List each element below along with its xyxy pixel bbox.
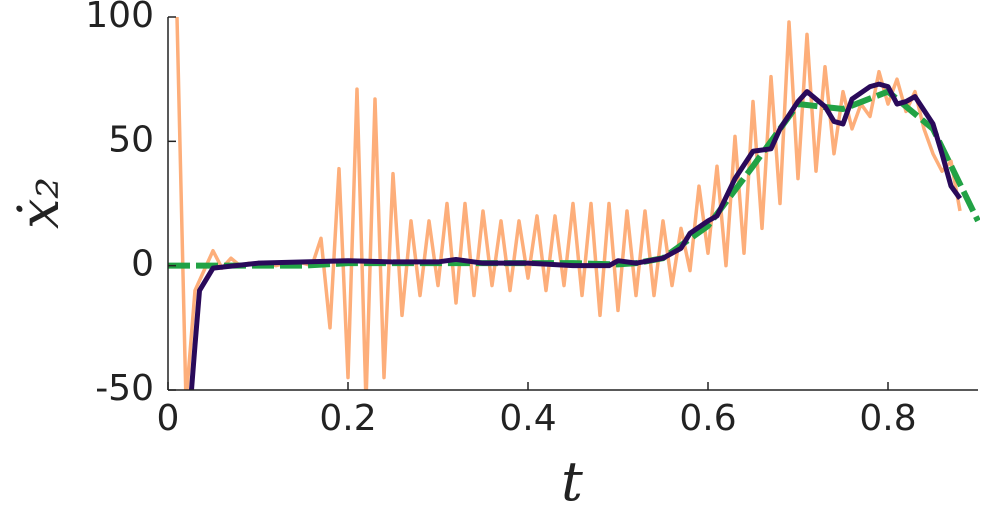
y-tick-label: 100 bbox=[85, 0, 154, 36]
x-tick-label: 0 bbox=[157, 398, 180, 439]
y-axis-label: ẋ₂ bbox=[8, 177, 71, 229]
x-axis-label: t bbox=[561, 450, 583, 506]
y-tick-label: 50 bbox=[108, 119, 154, 160]
x-tick-label: 0.2 bbox=[319, 398, 376, 439]
series-line bbox=[188, 81, 963, 390]
y-tick-label: 0 bbox=[131, 244, 154, 285]
series-line bbox=[175, 17, 962, 390]
y-tick-label: -50 bbox=[95, 368, 154, 409]
x-tick-label: 0.8 bbox=[859, 398, 916, 439]
x-tick-label: 0.6 bbox=[679, 398, 736, 439]
x-tick-label: 0.4 bbox=[499, 398, 556, 439]
